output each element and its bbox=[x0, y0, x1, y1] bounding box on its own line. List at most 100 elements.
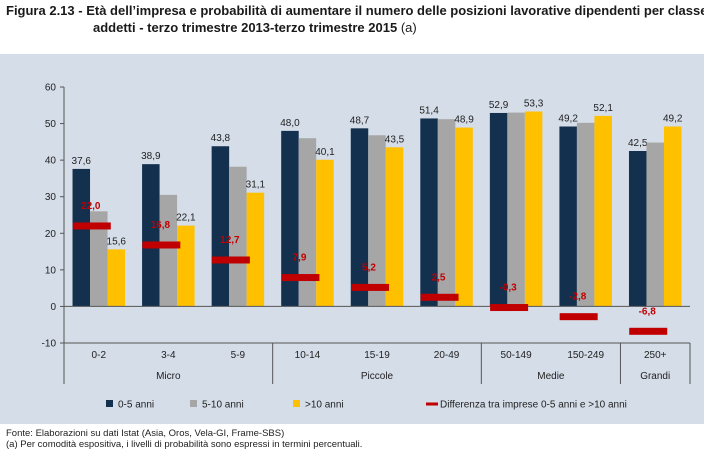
bar-1 bbox=[559, 126, 577, 307]
difference-label: 2,5 bbox=[432, 272, 446, 283]
bar-value-label: 31,1 bbox=[246, 180, 266, 191]
difference-marker bbox=[281, 274, 320, 282]
title-line-2: addetti - terzo trimestre 2013-terzo tri… bbox=[93, 20, 398, 35]
bar-2 bbox=[646, 142, 664, 307]
difference-label: -0,3 bbox=[499, 283, 517, 294]
bar-value-label: 43,5 bbox=[385, 134, 405, 145]
legend-swatch bbox=[293, 400, 300, 407]
bar-2 bbox=[576, 122, 595, 307]
legend-swatch bbox=[190, 400, 197, 407]
x-tick-label: 150-249 bbox=[567, 350, 604, 361]
chart-panel: -10 0 10 20 30 40 50 60 37,6 15,6 38,9 22,1 43,8 31,1… bbox=[0, 54, 704, 424]
difference-label: 5,2 bbox=[362, 262, 376, 273]
bar-1 bbox=[628, 151, 647, 307]
bar-value-label: 48,0 bbox=[280, 118, 300, 129]
x-group-label: Grandi bbox=[640, 371, 670, 382]
legend-label: >10 anni bbox=[305, 400, 344, 411]
bar-value-label: 42,5 bbox=[628, 138, 648, 149]
x-tick-label: 50-149 bbox=[501, 350, 533, 361]
difference-label: -2,8 bbox=[569, 292, 587, 303]
difference-marker bbox=[351, 283, 389, 291]
x-group-label: Piccole bbox=[361, 371, 394, 382]
y-tick-label: 10 bbox=[45, 265, 57, 276]
bar-1 bbox=[350, 128, 369, 307]
bar-3 bbox=[594, 115, 612, 307]
difference-label: 12,7 bbox=[220, 235, 240, 246]
y-tick-label: 0 bbox=[50, 302, 56, 313]
bar-1 bbox=[281, 130, 299, 307]
y-tick-label: 20 bbox=[45, 229, 57, 240]
bar-value-label: 49,2 bbox=[558, 113, 578, 124]
bar-2 bbox=[507, 112, 525, 307]
difference-label: 22,0 bbox=[81, 201, 101, 212]
bar-2 bbox=[159, 194, 178, 307]
x-group-label: Medie bbox=[537, 371, 565, 382]
title-note: (a) bbox=[400, 20, 417, 35]
bar-1 bbox=[142, 164, 160, 307]
difference-marker bbox=[211, 256, 250, 264]
bar-value-label: 15,6 bbox=[107, 236, 127, 247]
bar-3 bbox=[385, 147, 404, 307]
y-tick-label: -10 bbox=[42, 339, 57, 350]
bar-value-label: 22,1 bbox=[176, 213, 196, 224]
y-tick-label: 40 bbox=[45, 156, 57, 167]
x-group-label: Micro bbox=[156, 371, 181, 382]
bar-value-label: 38,9 bbox=[141, 151, 161, 162]
difference-marker bbox=[72, 222, 111, 230]
x-tick-label: 250+ bbox=[644, 350, 667, 361]
legend-label: Differenza tra imprese 0-5 anni e >10 an… bbox=[440, 400, 627, 411]
bar-chart: -10 0 10 20 30 40 50 60 37,6 15,6 38,9 22,1 43,8 31,1… bbox=[42, 83, 691, 411]
bar-3 bbox=[177, 225, 195, 307]
difference-marker bbox=[420, 293, 459, 301]
bar-3 bbox=[663, 126, 682, 307]
x-tick-label: 0-2 bbox=[92, 350, 107, 361]
bar-value-label: 52,9 bbox=[489, 100, 509, 111]
bar-3 bbox=[107, 249, 126, 307]
chart-footer: Fonte: Elaborazioni su dati Istat (Asia,… bbox=[6, 428, 362, 450]
bar-2 bbox=[90, 211, 108, 307]
bar-value-label: 37,6 bbox=[72, 156, 92, 167]
legend-label: 5-10 anni bbox=[202, 400, 244, 411]
bar-2 bbox=[437, 119, 456, 307]
difference-marker bbox=[559, 313, 598, 321]
difference-marker bbox=[142, 241, 181, 249]
x-tick-label: 15-19 bbox=[364, 350, 390, 361]
legend-label: 0-5 anni bbox=[118, 400, 154, 411]
legend-swatch bbox=[426, 402, 438, 406]
bar-value-label: 49,2 bbox=[663, 113, 683, 124]
bar-value-label: 52,1 bbox=[593, 103, 613, 114]
bar-3 bbox=[524, 111, 543, 307]
footnote-a: (a) Per comodità espositiva, i livelli d… bbox=[6, 439, 363, 450]
bar-value-label: 51,4 bbox=[419, 105, 439, 116]
bar-value-label: 48,9 bbox=[454, 115, 474, 126]
chart-title: Figura 2.13 - Età dell’impresa e probabi… bbox=[6, 2, 704, 36]
bar-value-label: 40,1 bbox=[315, 147, 335, 158]
title-line-2-wrap: addetti - terzo trimestre 2013-terzo tri… bbox=[6, 19, 704, 36]
x-tick-label: 20-49 bbox=[434, 350, 460, 361]
y-tick-label: 30 bbox=[45, 192, 57, 203]
x-tick-label: 5-9 bbox=[231, 350, 246, 361]
bar-2 bbox=[368, 135, 386, 307]
difference-marker bbox=[629, 327, 668, 335]
bar-1 bbox=[489, 112, 508, 307]
bar-1 bbox=[72, 168, 91, 307]
title-line-1: Figura 2.13 - Età dell’impresa e probabi… bbox=[6, 3, 704, 18]
bar-value-label: 43,8 bbox=[211, 133, 231, 144]
difference-label: 16,8 bbox=[151, 220, 171, 231]
y-tick-label: 50 bbox=[45, 119, 57, 130]
bar-2 bbox=[298, 138, 317, 307]
bar-value-label: 53,3 bbox=[524, 99, 544, 110]
x-tick-label: 10-14 bbox=[295, 350, 321, 361]
bar-3 bbox=[316, 159, 334, 307]
difference-label: 7,9 bbox=[292, 253, 306, 264]
bar-1 bbox=[211, 146, 230, 307]
legend-swatch bbox=[106, 400, 113, 407]
bar-value-label: 48,7 bbox=[350, 115, 370, 126]
bar-3 bbox=[246, 192, 265, 307]
bar-3 bbox=[455, 127, 473, 307]
y-tick-label: 60 bbox=[45, 83, 57, 94]
bar-1 bbox=[420, 118, 438, 307]
source-note: Fonte: Elaborazioni su dati Istat (Asia,… bbox=[6, 428, 285, 439]
difference-label: -6,8 bbox=[639, 306, 657, 317]
bar-2 bbox=[229, 166, 247, 307]
